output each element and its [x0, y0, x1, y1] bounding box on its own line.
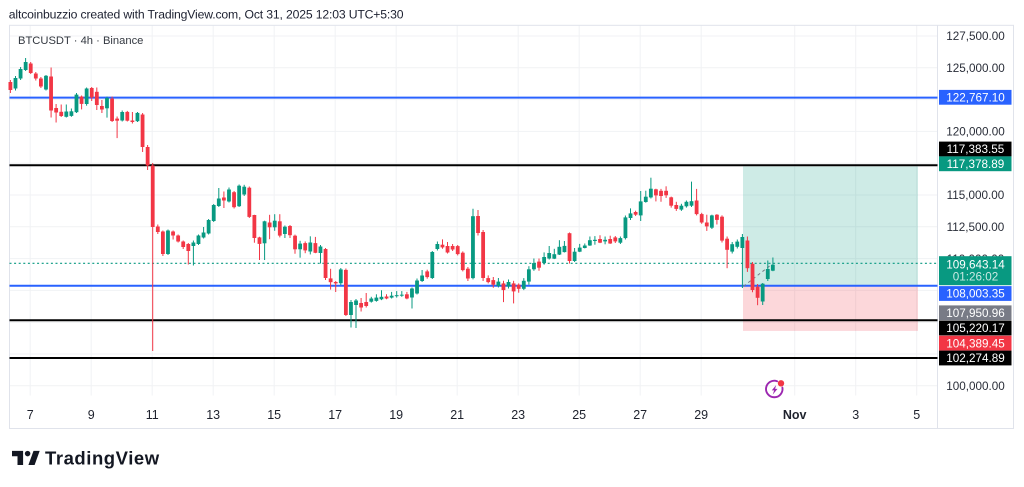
svg-text:115,000.00: 115,000.00: [947, 189, 1005, 202]
svg-text:112,500.00: 112,500.00: [947, 221, 1005, 234]
svg-text:TradingView: TradingView: [45, 448, 160, 469]
svg-text:altcoinbuzzio created with Tra: altcoinbuzzio created with TradingView.c…: [9, 8, 404, 22]
svg-text:19: 19: [389, 408, 403, 422]
svg-text:Nov: Nov: [783, 408, 807, 422]
svg-text:104,389.45: 104,389.45: [946, 337, 1005, 350]
svg-text:7: 7: [27, 408, 34, 422]
svg-text:125,000.00: 125,000.00: [946, 62, 1005, 75]
svg-text:21: 21: [450, 408, 464, 422]
svg-text:29: 29: [694, 408, 708, 422]
svg-text:107,950.96: 107,950.96: [946, 307, 1005, 320]
svg-text:17: 17: [328, 408, 342, 422]
svg-text:120,000.00: 120,000.00: [946, 126, 1005, 139]
svg-text:13: 13: [206, 408, 220, 422]
svg-text:BTCUSDT · 4h · Binance: BTCUSDT · 4h · Binance: [18, 35, 143, 47]
svg-text:27: 27: [633, 408, 647, 422]
svg-text:01:26:02: 01:26:02: [953, 270, 999, 283]
svg-text:122,767.10: 122,767.10: [946, 92, 1005, 105]
svg-text:100,000.00: 100,000.00: [946, 380, 1005, 393]
svg-text:108,003.35: 108,003.35: [946, 288, 1005, 301]
svg-text:3: 3: [852, 408, 859, 422]
svg-text:5: 5: [913, 408, 920, 422]
svg-text:25: 25: [572, 408, 586, 422]
svg-text:127,500.00: 127,500.00: [946, 30, 1005, 43]
svg-text:23: 23: [511, 408, 525, 422]
svg-text:117,383.55: 117,383.55: [947, 143, 1005, 156]
svg-text:109,643.14: 109,643.14: [946, 258, 1005, 271]
svg-text:105,220.17: 105,220.17: [946, 322, 1005, 335]
svg-text:11: 11: [146, 408, 159, 422]
svg-text:102,274.89: 102,274.89: [946, 352, 1005, 365]
svg-text:117,378.89: 117,378.89: [947, 158, 1005, 171]
svg-text:9: 9: [88, 408, 95, 422]
svg-text:15: 15: [267, 408, 281, 422]
